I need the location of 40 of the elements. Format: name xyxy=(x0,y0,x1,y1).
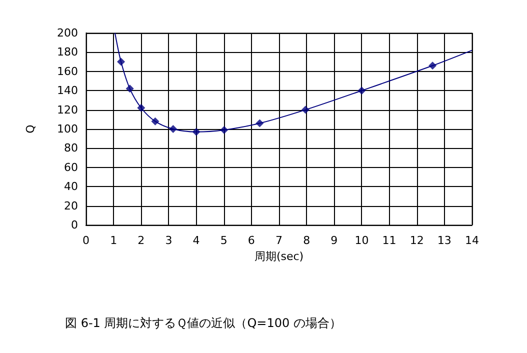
x-axis-title: 周期(sec) xyxy=(254,250,304,263)
x-tick-label: 1 xyxy=(110,234,118,247)
x-tick-label: 8 xyxy=(303,234,310,247)
x-tick-label: 5 xyxy=(220,234,228,247)
x-tick-label: 9 xyxy=(330,234,338,247)
point xyxy=(256,119,264,128)
y-tick-label: 180 xyxy=(57,46,78,59)
point xyxy=(169,125,178,133)
point xyxy=(220,126,228,134)
x-tick-label: 3 xyxy=(165,234,172,247)
y-tick-label: 100 xyxy=(57,122,78,136)
x-tick-label: 7 xyxy=(276,234,282,247)
x-tick-label: 0 xyxy=(82,234,90,247)
y-tick-label: 80 xyxy=(64,142,78,155)
point xyxy=(151,117,160,126)
y-axis-title: Q xyxy=(24,124,37,134)
x-tick-label: 10 xyxy=(354,234,369,247)
point xyxy=(126,84,134,93)
y-tick-label: 120 xyxy=(57,103,78,116)
x-tick-label: 12 xyxy=(410,234,424,247)
y-tick-label: 140 xyxy=(57,84,78,98)
point xyxy=(137,104,146,112)
y-tick-label: 20 xyxy=(64,199,78,212)
x-tick-label: 13 xyxy=(437,234,452,247)
x-tick-label: 11 xyxy=(382,234,396,247)
point xyxy=(117,58,126,66)
point xyxy=(358,86,366,95)
point xyxy=(301,106,310,114)
point xyxy=(428,62,437,70)
y-tick-label: 0 xyxy=(71,218,78,232)
y-tick-label: 60 xyxy=(64,160,78,174)
point xyxy=(192,128,200,136)
x-tick-label: 2 xyxy=(138,234,145,247)
x-tick-label: 14 xyxy=(465,234,479,247)
x-tick-label: 4 xyxy=(192,234,200,247)
y-tick-label: 160 xyxy=(57,64,78,78)
y-tick-label: 200 xyxy=(57,26,78,40)
text: 図 6-1 周期に対するＱ値の近似（Q=100 の場合） xyxy=(65,316,342,330)
y-tick-label: 40 xyxy=(64,180,78,194)
x-tick-label: 6 xyxy=(248,234,255,247)
